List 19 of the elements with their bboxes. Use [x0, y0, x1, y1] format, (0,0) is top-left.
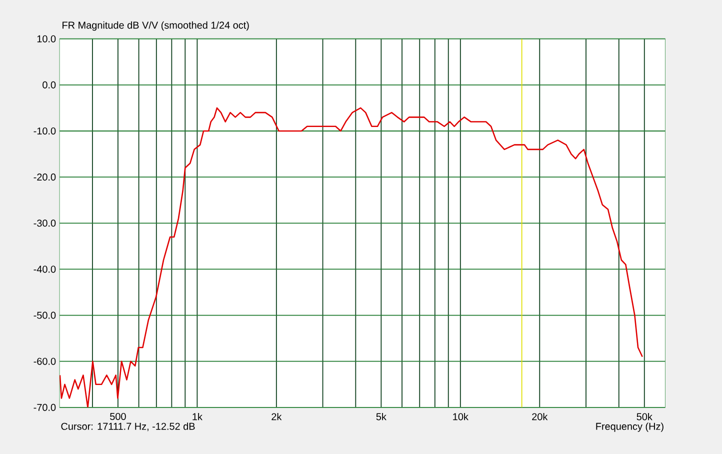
- x-axis-title: Frequency (Hz): [596, 422, 664, 432]
- y-tick-label: -50.0: [34, 312, 56, 319]
- chart-title: FR Magnitude dB V/V (smoothed 1/24 oct): [62, 21, 249, 31]
- x-tick-label: 500: [110, 412, 126, 420]
- x-tick-label: 2k: [272, 412, 282, 420]
- y-tick-label: -60.0: [34, 358, 56, 365]
- x-tick-label: 1k: [192, 412, 202, 420]
- text: Cursor: 17111.7 Hz, -12.52 dB: [61, 422, 195, 431]
- y-tick-label: -40.0: [34, 266, 56, 273]
- y-tick-label: -30.0: [34, 219, 56, 227]
- x-tick-label: 5k: [376, 412, 386, 420]
- x-tick-label: 20k: [532, 412, 548, 420]
- x-tick-label: 50k: [636, 412, 652, 420]
- y-tick-label: 10.0: [37, 35, 56, 42]
- y-tick-label: 0.0: [42, 81, 56, 88]
- y-tick-label: -20.0: [34, 173, 56, 180]
- y-tick-label: -10.0: [34, 127, 56, 134]
- y-tick-label: -70.0: [34, 404, 56, 411]
- x-tick-label: 10k: [453, 412, 468, 420]
